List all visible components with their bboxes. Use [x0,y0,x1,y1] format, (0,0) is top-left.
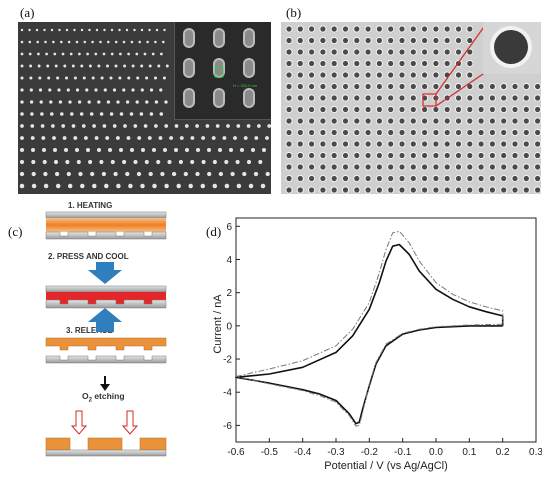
cv-curve-solid [235,243,504,425]
y-tick-label: 4 [226,255,232,266]
x-tick-label: 0.0 [429,447,443,458]
process-schematic: 1. HEATING 2. PRESS AND COOL 3. RELEASE … [40,198,175,478]
x-axis-label: Potential / V (vs Ag/AgCl) [324,460,448,472]
sem-image-holes [281,22,541,194]
plot-frame [235,217,537,443]
press-arrow-up [88,308,122,332]
sem-inset-pillar-shapes [183,28,255,108]
o2-etching-label: O2 etching [82,391,125,404]
x-tick-label: 0.1 [462,447,476,458]
process-drawing [45,211,167,457]
x-tick-label: -0.4 [294,447,312,458]
x-tick-label: -0.3 [327,447,345,458]
panel-label-b: (b) [286,5,302,20]
panel-label-d: (d) [206,224,222,239]
cv-curve-dashdot [235,230,504,427]
y-tick-label: 0 [226,321,232,332]
x-tick-label: -0.5 [261,447,279,458]
x-tick-label: 0.2 [496,447,510,458]
y-tick-label: -4 [223,388,232,399]
sem-image-pillars: H = 334.9 nm [18,22,271,194]
press-arrow-down [88,262,122,284]
etched-stack [45,410,167,457]
cv-chart: -0.6 -0.5 -0.4 -0.3 -0.2 -0.1 0.0 0.1 0.2 0.3 -6 -4… [212,217,542,472]
x-tick-label: -0.1 [394,447,412,458]
y-tick-label: 6 [226,222,232,233]
heating-stack [45,211,167,240]
y-tick-label: -6 [223,421,232,432]
press-stack [45,285,167,309]
y-tick-label: -2 [223,355,232,366]
panel-label-a: (a) [20,5,35,20]
sem-pillar-array [19,28,271,189]
y-axis-label: Current / nA [212,294,224,354]
x-tick-label: 0.3 [529,447,542,458]
x-tick-label: -0.6 [227,447,245,458]
panel-label-c: (c) [8,224,23,239]
step-release-title: 3. RELEASE [66,326,113,335]
step-press-title: 2. PRESS AND COOL [48,252,129,261]
etch-arrow-down [100,376,110,391]
x-tick-label: -0.2 [361,447,379,458]
y-tick-label: 2 [226,288,232,299]
inset-measure-label: H = 334.9 nm [233,83,258,88]
release-stack [45,337,167,364]
sem-inset-pillars: H = 334.9 nm [174,22,271,120]
step-heating-title: 1. HEATING [68,201,113,210]
sem-hole-array [285,22,541,194]
